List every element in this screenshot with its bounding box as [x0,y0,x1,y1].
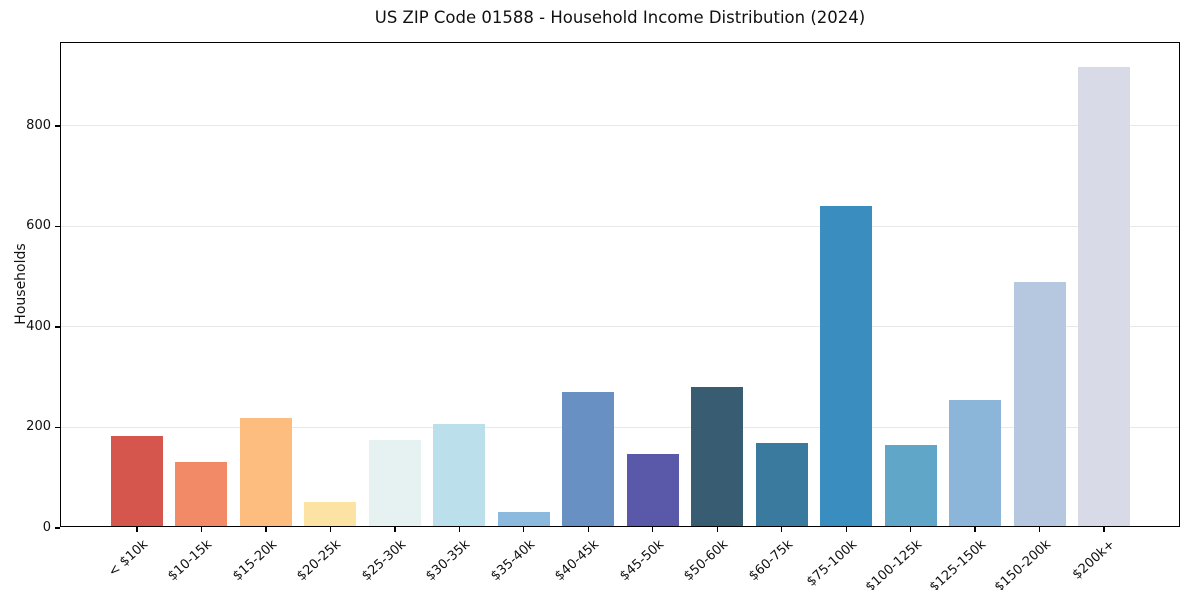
x-tick-mark [781,527,783,533]
plot-area: 0 200 400 600 800 < $10k $10-15k $15-20k $20-25k… [26,42,1180,590]
bar-10k [111,435,163,526]
gridline [61,125,1179,127]
x-tick-mark [523,527,525,533]
gridline [61,326,1179,328]
x-tick-mark [329,527,332,533]
x-tick-mark [974,527,976,533]
y-tick-label: 600 [26,218,51,234]
x-tick-mark [1038,527,1041,533]
x-tick-label: $30-35k [423,537,474,584]
bar-150-200k [1013,282,1066,526]
bar-200k [1078,66,1131,526]
bar-35-40k [497,512,550,526]
bar-100-125k [884,445,937,526]
x-tick-mark [716,527,718,533]
x-tick-label: $10-15k [165,537,216,584]
x-tick-mark [200,527,203,533]
bar-25-30k [368,440,421,526]
x-tick-mark [458,527,460,533]
bar-75-100k [820,206,873,526]
y-tick-mark [54,125,60,127]
x-tick-label: $150-200k [991,537,1054,590]
y-tick-mark [54,426,60,429]
x-tick-mark [909,527,912,533]
bar-30-35k [433,423,486,526]
x-tick-label: $200k+ [1069,537,1119,583]
x-tick-label: $45-50k [616,537,667,584]
gridline [61,225,1179,227]
x-tick-label: $20-25k [294,537,345,584]
bar-45-50k [626,454,679,526]
x-tick-label: $25-30k [359,537,409,584]
y-tick-label: 0 [42,520,51,535]
y-tick-mark [54,527,60,529]
bar-10-15k [175,462,228,526]
x-tick-label: $15-20k [230,537,280,584]
x-tick-label: $100-125k [862,537,925,590]
bar-40-45k [562,392,615,526]
x-tick-label: $75-100k [804,537,861,590]
y-tick-label: 400 [26,318,51,334]
y-tick-label: 800 [26,117,51,133]
x-tick-label: $50-60k [681,537,732,584]
x-tick-mark [394,527,396,533]
x-tick-mark [1103,527,1105,533]
x-tick-mark [136,527,138,533]
x-tick-mark [265,527,267,533]
y-tick-mark [54,225,60,228]
bar-125-150k [949,400,1002,526]
bar-20-25k [304,501,357,526]
x-tick-label: $35-40k [487,537,538,584]
x-tick-label: $40-45k [552,537,603,584]
chart-title: US ZIP Code 01588 - Household Income Dis… [374,8,866,27]
x-tick-mark [652,527,654,533]
y-axis-label: Households [13,243,29,325]
x-tick-mark [587,527,589,533]
y-tick-mark [54,326,60,328]
bar-60-75k [755,443,808,526]
x-tick-label: $60-75k [745,537,796,584]
y-tick-label: 200 [26,419,51,435]
x-tick-label: < $10k [105,537,152,580]
gridline [61,426,1179,428]
bar-15-20k [239,417,292,526]
x-tick-label: $125-150k [926,537,990,590]
x-tick-mark [845,527,847,533]
bar-50-60k [691,386,744,526]
